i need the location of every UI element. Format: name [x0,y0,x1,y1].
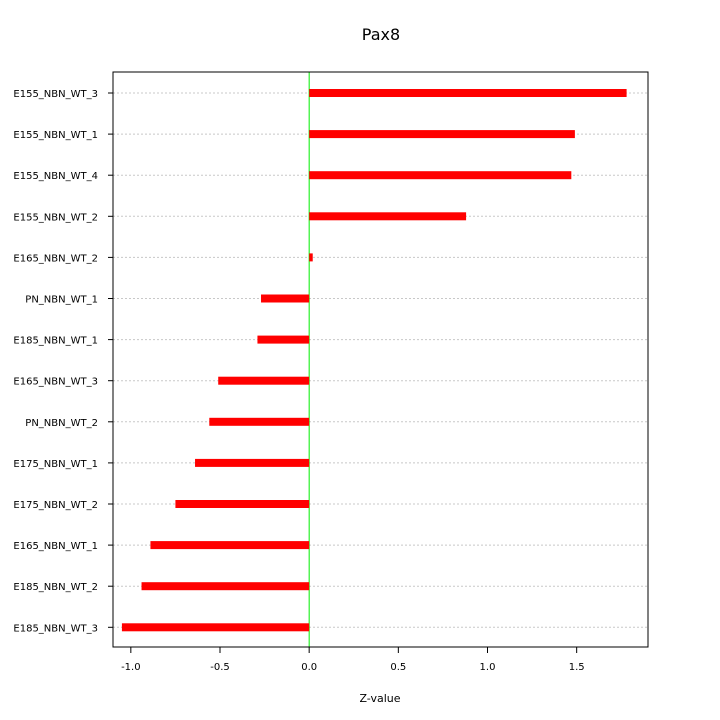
y-axis-ticks [108,92,113,628]
y-tick-label: E185_NBN_WT_3 [13,623,98,634]
x-tick-label: 0.5 [390,662,406,673]
y-tick-label: E185_NBN_WT_1 [13,336,98,347]
y-tick-label: E165_NBN_WT_1 [13,541,98,552]
y-tick-label: E165_NBN_WT_3 [13,377,98,388]
x-tick-label: 0.0 [301,662,317,673]
bars [121,89,627,632]
bar [209,417,310,426]
chart-title: Pax8 [362,25,400,44]
x-axis-label: Z-value [359,692,400,705]
x-tick-label: 1.0 [480,662,496,673]
y-tick-label: E175_NBN_WT_2 [13,500,98,511]
y-tick-label: E155_NBN_WT_4 [13,171,98,182]
y-tick-label: E165_NBN_WT_2 [13,253,98,264]
y-tick-label: PN_NBN_WT_2 [25,418,98,429]
bar [141,582,310,591]
bar [309,89,627,97]
bar [261,294,310,303]
bar [195,458,310,467]
y-tick-label: E155_NBN_WT_2 [13,212,98,223]
x-axis: -1.0 -0.5 0.0 0.5 1.0 1.5 [121,647,585,673]
bar [309,130,575,139]
x-tick-label: -1.0 [121,662,141,673]
bar [257,335,310,344]
plot-frame [112,71,649,648]
y-tick-label: E175_NBN_WT_1 [13,459,98,470]
y-tick-label: E155_NBN_WT_1 [13,130,98,141]
y-tick-label: E185_NBN_WT_2 [13,582,98,593]
y-tick-label: PN_NBN_WT_1 [25,295,98,306]
bar [150,541,310,550]
bar [309,253,313,262]
bar [175,500,310,508]
x-tick-label: 1.5 [569,662,585,673]
bar [121,623,310,632]
bar [218,376,310,385]
bar [309,212,467,221]
x-tick-label: -0.5 [210,662,230,673]
y-tick-label: E155_NBN_WT_3 [13,89,98,100]
bar [309,171,572,180]
y-axis-labels: E155_NBN_WT_3 E155_NBN_WT_1 E155_NBN_WT_4 E… [13,89,98,634]
